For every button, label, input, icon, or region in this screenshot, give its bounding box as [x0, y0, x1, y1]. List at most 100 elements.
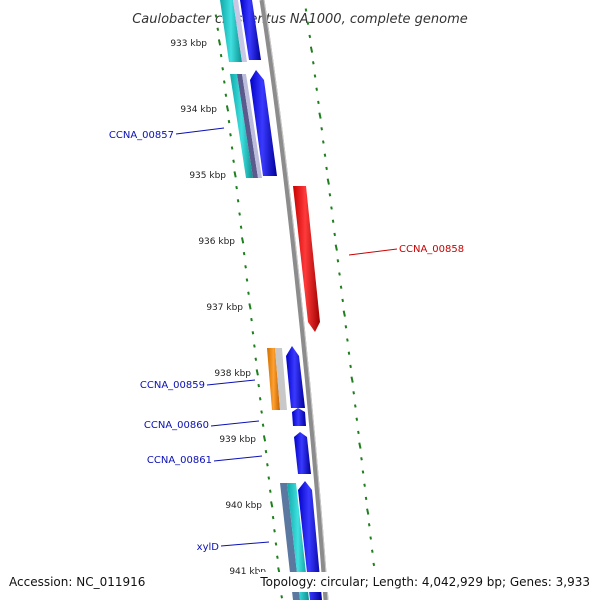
minor-tick	[372, 562, 376, 567]
minor-tick	[367, 523, 371, 527]
gene-label-ccna-00857[interactable]: CCNA_00857	[109, 130, 174, 141]
minor-tick	[347, 351, 351, 355]
minor-tick	[261, 423, 265, 427]
minor-tick	[235, 185, 238, 190]
minor-tick	[280, 595, 283, 599]
gene-label-ccna-00861[interactable]: CCNA_00861	[147, 455, 212, 466]
minor-tick	[369, 536, 372, 540]
minor-tick	[251, 331, 255, 335]
kbp-label-936: 936 kbp	[198, 237, 235, 247]
minor-tick	[253, 344, 256, 348]
minor-tick	[216, 27, 220, 31]
kbp-label-934: 934 kbp	[180, 105, 217, 115]
minor-tick	[352, 391, 355, 395]
gene-label-xyld[interactable]: xylD	[197, 542, 220, 553]
major-tick	[318, 112, 322, 119]
inner-tick-ring	[214, 14, 283, 599]
minor-tick	[229, 133, 232, 137]
minor-tick	[323, 153, 327, 157]
minor-tick	[221, 67, 224, 71]
kbp-label-941: 941 kbp	[229, 567, 266, 577]
minor-tick	[325, 166, 328, 171]
minor-tick	[257, 383, 260, 388]
major-tick	[358, 442, 362, 449]
minor-tick	[354, 404, 357, 408]
minor-tick	[349, 364, 352, 369]
gene-label-ccna-00859[interactable]: CCNA_00859	[140, 380, 205, 391]
kbp-label-940: 940 kbp	[225, 501, 262, 511]
cds-feature[interactable]	[275, 348, 287, 410]
minor-tick	[371, 549, 374, 553]
cds-ccna-00858[interactable]	[293, 186, 320, 332]
minor-tick	[312, 61, 315, 65]
genome-backbone	[259, 0, 329, 600]
minor-tick	[264, 449, 268, 454]
major-tick	[217, 39, 222, 46]
major-tick	[225, 105, 230, 112]
cds-feature[interactable]	[298, 481, 322, 600]
minor-tick	[236, 199, 240, 203]
cds-feature[interactable]	[287, 483, 309, 600]
minor-tick	[271, 515, 275, 520]
major-tick	[255, 369, 259, 376]
cds-ccna-00860[interactable]	[292, 408, 306, 426]
kbp-label-937: 937 kbp	[206, 303, 243, 313]
cds-ccna-00857[interactable]	[230, 74, 253, 178]
minor-tick	[328, 193, 332, 197]
accession-text: Accession: NC_011916	[9, 575, 145, 589]
cds-feature[interactable]	[286, 346, 305, 408]
minor-tick	[364, 496, 368, 501]
minor-tick	[273, 529, 276, 533]
minor-tick	[250, 317, 253, 322]
kbp-label-939: 939 kbp	[219, 435, 256, 445]
minor-tick	[339, 285, 343, 289]
kbp-label-933: 933 kbp	[170, 39, 207, 49]
cds-feature[interactable]	[242, 74, 262, 178]
minor-tick	[219, 53, 223, 58]
minor-tick	[363, 483, 366, 487]
minor-tick	[306, 21, 310, 25]
minor-tick	[224, 93, 228, 97]
minor-tick	[223, 80, 226, 84]
minor-tick	[304, 8, 308, 12]
minor-tick	[333, 232, 336, 237]
major-tick	[277, 567, 281, 574]
minor-tick	[344, 325, 348, 329]
minor-tick	[317, 100, 320, 105]
map-title: Caulobacter crescentus NA1000, complete …	[132, 12, 468, 27]
minor-tick	[245, 278, 249, 282]
major-tick	[342, 310, 346, 317]
minor-tick	[357, 430, 360, 435]
minor-tick	[214, 14, 218, 18]
minor-tick	[338, 272, 341, 276]
cds-xyld[interactable]	[280, 483, 300, 600]
gene-label-ccna-00860[interactable]: CCNA_00860	[144, 420, 209, 431]
gene-features	[220, 0, 322, 600]
minor-tick	[274, 542, 278, 546]
minor-tick	[341, 298, 344, 303]
minor-tick	[242, 251, 246, 256]
major-tick	[309, 46, 314, 53]
minor-tick	[227, 119, 231, 124]
cds-feature[interactable]	[240, 0, 261, 60]
minor-tick	[360, 457, 363, 461]
minor-tick	[244, 265, 247, 269]
kbp-tick-labels: 933 kbp 934 kbp 935 kbp 936 kbp 937 kbp …	[170, 39, 266, 577]
cds-feature[interactable]	[250, 70, 277, 176]
gene-label-ccna-00858[interactable]: CCNA_00858	[399, 244, 464, 255]
minor-tick	[267, 476, 271, 480]
gene-labels: CCNA_00857 CCNA_00858 CCNA_00859 CCNA_00…	[109, 127, 464, 553]
cds-feature[interactable]	[220, 0, 242, 62]
minor-tick	[308, 34, 312, 39]
minor-tick	[361, 470, 365, 474]
major-tick	[366, 508, 370, 515]
minor-tick	[322, 140, 325, 144]
kbp-label-935: 935 kbp	[189, 171, 226, 181]
cds-ccna-00861[interactable]	[294, 432, 311, 474]
cds-ccna-00859[interactable]	[267, 348, 280, 410]
cds-feature[interactable]	[237, 74, 258, 178]
minor-tick	[258, 397, 262, 401]
cds-feature[interactable]	[233, 0, 247, 62]
minor-tick	[230, 146, 234, 150]
minor-tick	[260, 410, 263, 414]
